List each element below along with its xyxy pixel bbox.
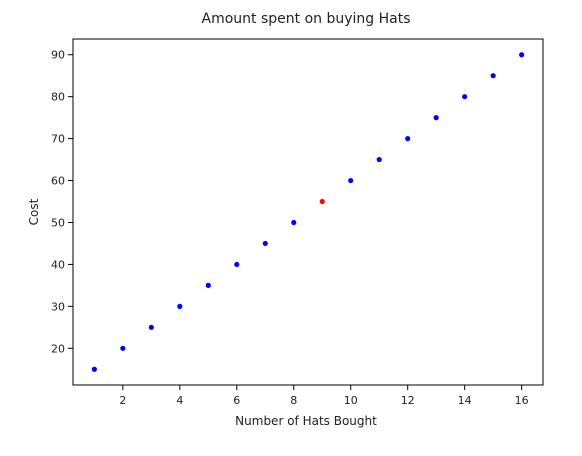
y-tick-label: 20 (51, 342, 65, 355)
scatter-point (262, 240, 268, 247)
chart-title: Amount spent on buying Hats (202, 11, 411, 27)
y-axis-label: Cost (27, 198, 41, 225)
y-tick-label: 30 (51, 300, 65, 313)
scatter-point (319, 198, 325, 205)
scatter-point (376, 156, 382, 163)
x-tick-label: 6 (233, 394, 240, 407)
scatter-points (91, 52, 525, 372)
x-tick-label: 16 (515, 394, 529, 407)
x-axis-label: Number of Hats Bought (235, 414, 377, 428)
y-tick-label: 70 (51, 133, 65, 146)
scatter-point (148, 324, 154, 330)
scatter-point (348, 177, 354, 184)
scatter-point (91, 366, 97, 372)
y-axis-ticks: 20 30 40 50 60 70 80 90 (51, 49, 73, 355)
y-tick-label: 90 (51, 49, 65, 62)
x-tick-label: 8 (290, 394, 297, 407)
x-tick-label: 2 (119, 394, 126, 407)
scatter-point (291, 219, 297, 226)
y-tick-label: 40 (51, 258, 65, 271)
scatter-point (519, 52, 525, 58)
scatter-point (205, 282, 211, 288)
y-tick-label: 80 (51, 91, 65, 104)
x-axis-ticks: 2 4 6 8 10 12 14 16 (119, 385, 529, 407)
scatter-point (177, 303, 183, 309)
scatter-point (405, 136, 411, 142)
y-tick-label: 60 (51, 175, 65, 188)
scatter-point (120, 345, 126, 351)
plot-area (72, 38, 544, 386)
scatter-point (433, 115, 439, 121)
x-tick-label: 4 (176, 394, 183, 407)
scatter-point (234, 261, 240, 268)
x-tick-label: 12 (401, 394, 415, 407)
y-tick-label: 50 (51, 216, 65, 229)
x-tick-label: 14 (458, 394, 472, 407)
scatter-point (490, 73, 496, 79)
scatter-point (462, 94, 468, 100)
x-tick-label: 10 (344, 394, 358, 407)
